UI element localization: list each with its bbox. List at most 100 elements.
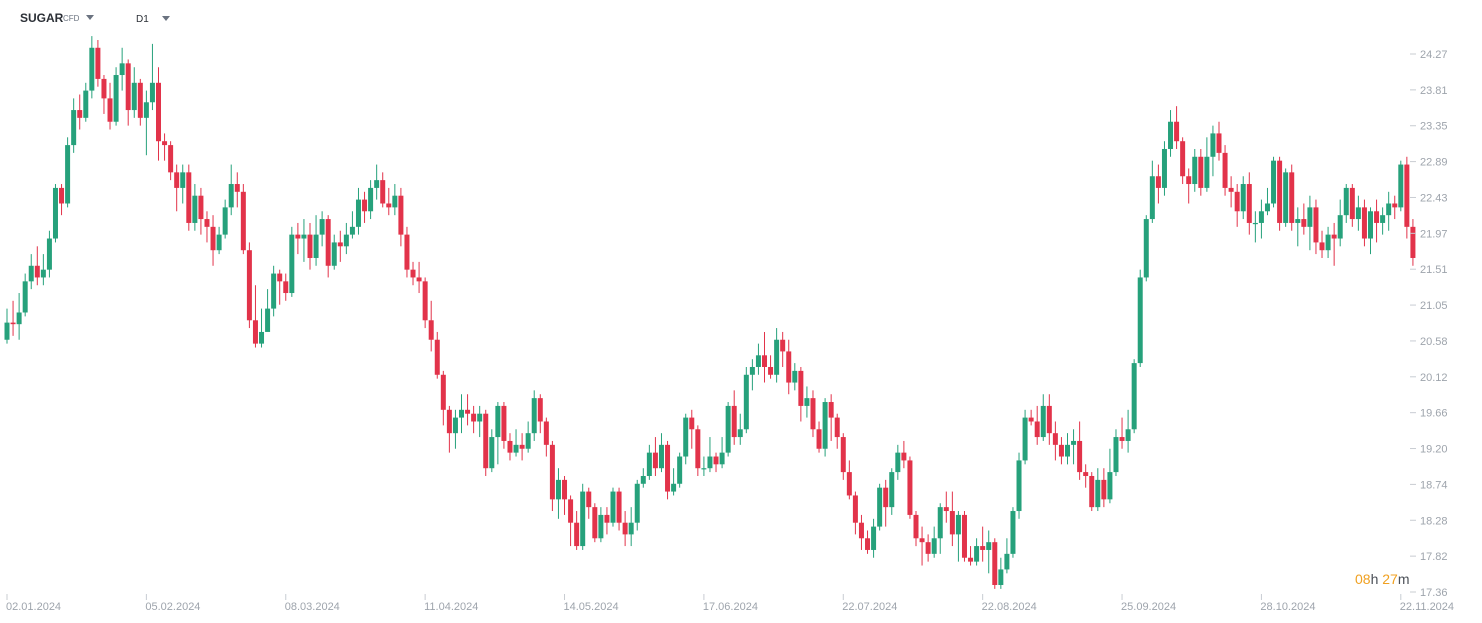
- candle-body[interactable]: [1052, 433, 1058, 445]
- candle-body[interactable]: [471, 413, 477, 422]
- candle-body[interactable]: [822, 402, 828, 449]
- candle-body[interactable]: [392, 195, 398, 208]
- candle-body[interactable]: [95, 47, 101, 79]
- candle-body[interactable]: [289, 234, 295, 294]
- candle-body[interactable]: [1077, 440, 1083, 473]
- candle-body[interactable]: [301, 234, 307, 239]
- candle-body[interactable]: [743, 374, 749, 430]
- candle-body[interactable]: [1295, 219, 1301, 223]
- candle-body[interactable]: [640, 475, 646, 484]
- candle-body[interactable]: [83, 90, 89, 118]
- candle-body[interactable]: [598, 514, 604, 539]
- candle-body[interactable]: [325, 219, 331, 266]
- candle-body[interactable]: [1034, 421, 1040, 438]
- candle-body[interactable]: [1131, 363, 1137, 430]
- candle-body[interactable]: [883, 487, 889, 508]
- candle-body[interactable]: [513, 444, 519, 453]
- candle-body[interactable]: [362, 199, 368, 212]
- candle-body[interactable]: [1071, 440, 1077, 445]
- candle-body[interactable]: [677, 456, 683, 484]
- candle-body[interactable]: [931, 538, 937, 554]
- candle-body[interactable]: [858, 522, 864, 539]
- candle-body[interactable]: [1355, 207, 1361, 220]
- candle-body[interactable]: [762, 355, 767, 367]
- candle-body[interactable]: [628, 522, 634, 535]
- candle-body[interactable]: [501, 405, 507, 441]
- candle-body[interactable]: [604, 514, 610, 523]
- candle-body[interactable]: [65, 145, 71, 204]
- candle-body[interactable]: [998, 569, 1004, 585]
- candle-body[interactable]: [671, 483, 677, 492]
- instrument-name[interactable]: SUGAR: [20, 11, 64, 25]
- candle-body[interactable]: [222, 207, 228, 235]
- candle-body[interactable]: [1155, 176, 1161, 188]
- candle-body[interactable]: [1228, 187, 1234, 192]
- candle-body[interactable]: [652, 452, 658, 469]
- candle-body[interactable]: [786, 351, 792, 383]
- candle-body[interactable]: [434, 339, 440, 375]
- candle-body[interactable]: [798, 370, 804, 406]
- candle-body[interactable]: [719, 452, 725, 465]
- candle-body[interactable]: [483, 413, 489, 469]
- candle-body[interactable]: [792, 370, 798, 383]
- candle-body[interactable]: [1283, 172, 1289, 223]
- candle-body[interactable]: [1301, 219, 1307, 227]
- candle-body[interactable]: [295, 234, 301, 239]
- timeframe-dropdown-icon[interactable]: [162, 16, 170, 21]
- candle-body[interactable]: [574, 522, 580, 547]
- candle-body[interactable]: [1083, 472, 1089, 476]
- candle-body[interactable]: [186, 172, 192, 223]
- candle-body[interactable]: [665, 444, 671, 492]
- candle-body[interactable]: [828, 402, 834, 418]
- candle-body[interactable]: [713, 456, 719, 465]
- candle-body[interactable]: [156, 82, 161, 142]
- candle-body[interactable]: [919, 538, 925, 543]
- timeframe-selector[interactable]: D1: [136, 14, 149, 25]
- candle-body[interactable]: [1046, 405, 1052, 434]
- candle-body[interactable]: [1010, 511, 1016, 554]
- candle-body[interactable]: [1065, 444, 1070, 457]
- candle-body[interactable]: [331, 242, 337, 266]
- candle-body[interactable]: [416, 277, 422, 282]
- candle-body[interactable]: [925, 542, 931, 554]
- candle-body[interactable]: [586, 491, 592, 508]
- candle-body[interactable]: [1022, 417, 1028, 461]
- candle-body[interactable]: [1107, 472, 1113, 500]
- candle-body[interactable]: [1307, 207, 1313, 227]
- candle-body[interactable]: [1289, 172, 1295, 223]
- candle-body[interactable]: [1386, 203, 1392, 216]
- candle-body[interactable]: [440, 374, 446, 410]
- candle-body[interactable]: [137, 82, 143, 118]
- candle-body[interactable]: [1149, 176, 1155, 220]
- candle-body[interactable]: [949, 511, 955, 535]
- candle-body[interactable]: [337, 242, 343, 247]
- candle-body[interactable]: [634, 483, 640, 523]
- candle-body[interactable]: [252, 320, 258, 344]
- candle-body[interactable]: [198, 195, 204, 220]
- candle-body[interactable]: [683, 417, 689, 457]
- candle-body[interactable]: [16, 312, 22, 325]
- candle-body[interactable]: [737, 429, 743, 438]
- candle-body[interactable]: [549, 444, 555, 500]
- candle-body[interactable]: [1222, 152, 1228, 188]
- candle-body[interactable]: [980, 546, 986, 550]
- candle-body[interactable]: [259, 331, 265, 344]
- candle-body[interactable]: [695, 429, 701, 469]
- candle-body[interactable]: [707, 456, 713, 469]
- candle-body[interactable]: [519, 444, 525, 449]
- candle-body[interactable]: [107, 98, 113, 122]
- candle-body[interactable]: [749, 366, 755, 375]
- candle-body[interactable]: [4, 322, 10, 340]
- candle-body[interactable]: [380, 180, 386, 204]
- candle-body[interactable]: [1198, 156, 1204, 188]
- candle-body[interactable]: [555, 479, 561, 500]
- candle-body[interactable]: [1252, 222, 1258, 225]
- candle-body[interactable]: [1168, 121, 1174, 149]
- candle-body[interactable]: [622, 522, 628, 535]
- candle-body[interactable]: [168, 145, 174, 173]
- candle-body[interactable]: [452, 417, 458, 434]
- candle-body[interactable]: [489, 437, 495, 469]
- candle-body[interactable]: [955, 514, 961, 535]
- candle-body[interactable]: [349, 226, 355, 235]
- candle-body[interactable]: [495, 405, 501, 438]
